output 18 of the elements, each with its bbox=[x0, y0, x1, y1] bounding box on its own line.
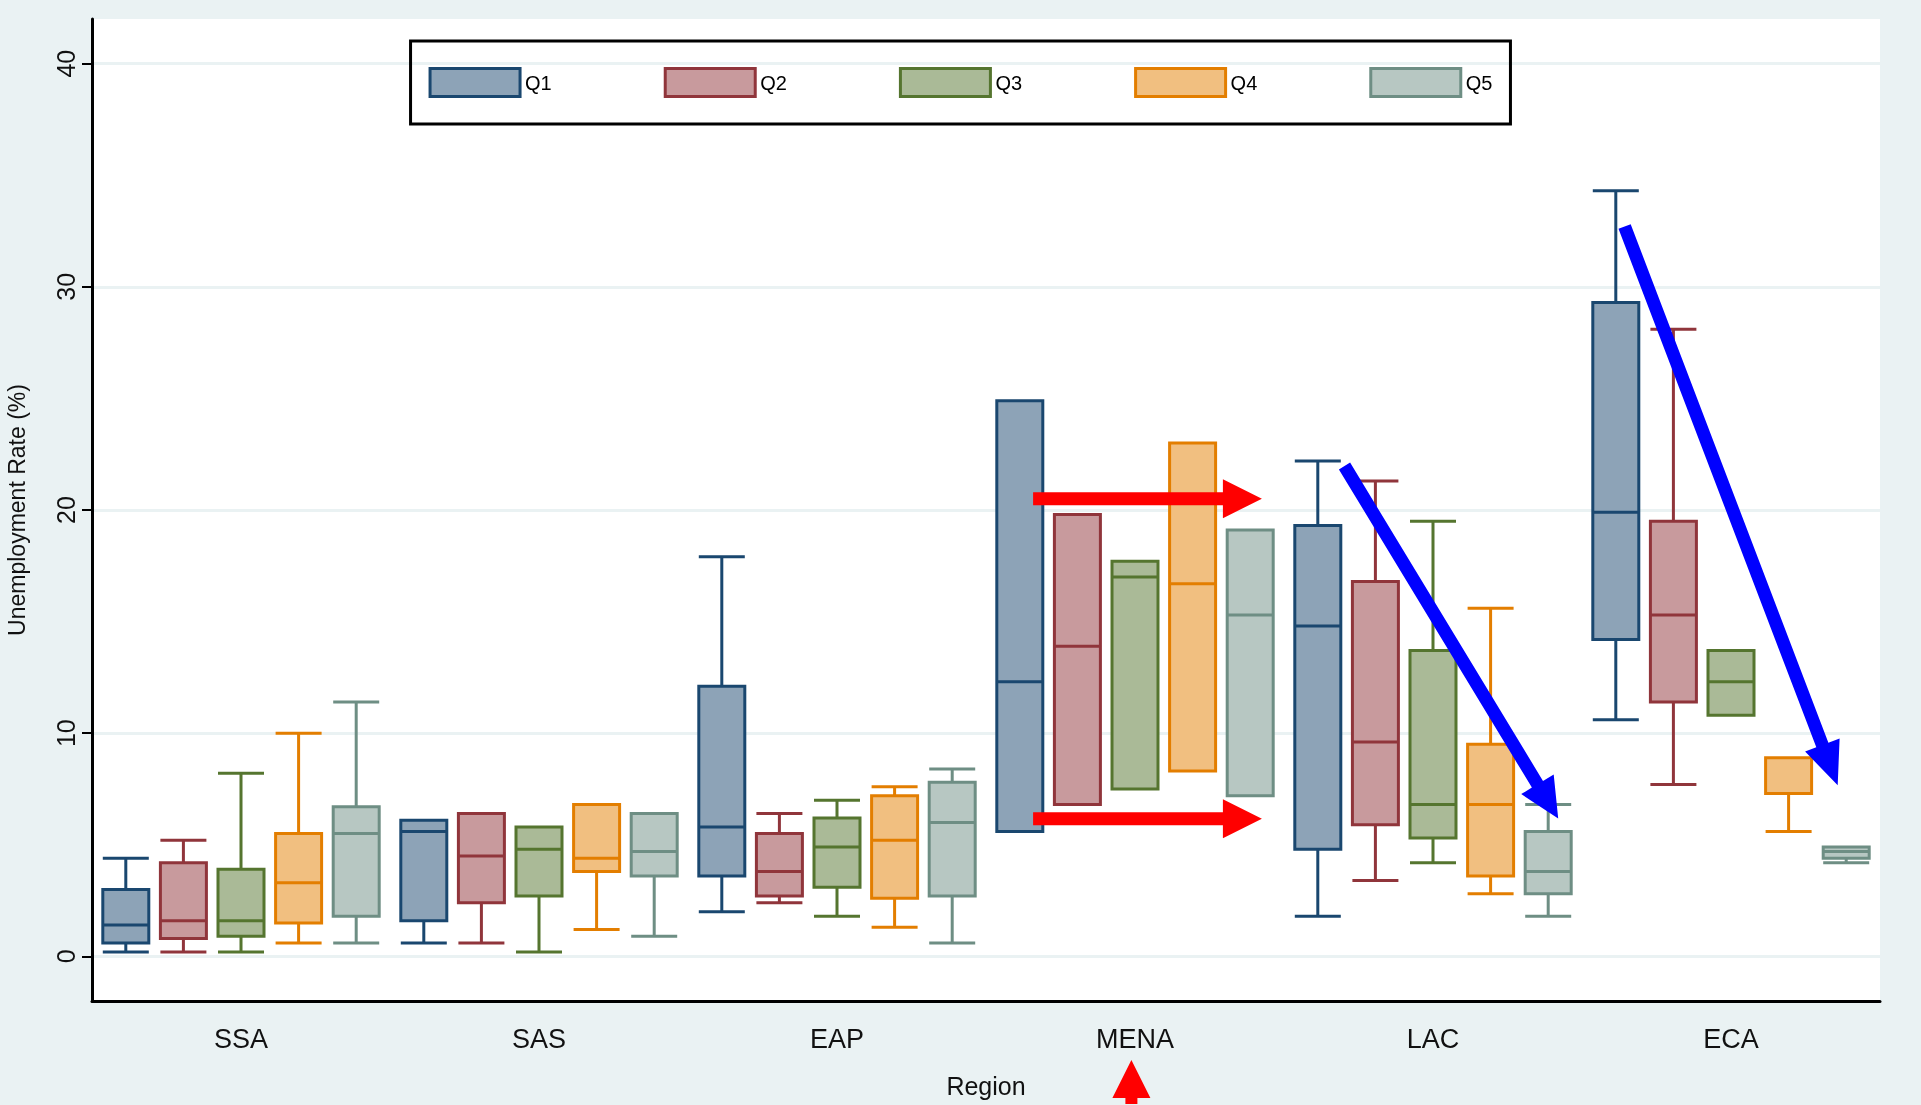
y-tick-label: 10 bbox=[51, 719, 80, 748]
x-tick-label: SAS bbox=[511, 1023, 567, 1054]
y-tick-label: 0 bbox=[51, 949, 80, 964]
legend-label: Q2 bbox=[760, 71, 787, 94]
x-tick-label: EAP bbox=[809, 1023, 865, 1054]
x-tick-label: SSA bbox=[213, 1023, 269, 1054]
x-axis-title: Region bbox=[946, 1071, 1026, 1100]
x-tick-label: ECA bbox=[1703, 1023, 1759, 1054]
y-tick-label: 40 bbox=[51, 49, 80, 78]
legend-label: Q1 bbox=[525, 71, 552, 94]
y-tick-label: 30 bbox=[51, 272, 80, 301]
legend-label: Q5 bbox=[1465, 71, 1493, 94]
x-tick-label: MENA bbox=[1095, 1023, 1175, 1054]
legend-label: Q3 bbox=[995, 71, 1023, 94]
x-tick-label: LAC bbox=[1406, 1023, 1460, 1054]
legend-label: Q4 bbox=[1230, 71, 1258, 94]
y-axis-title: Unemployment Rate (%) bbox=[3, 384, 30, 636]
y-tick-label: 20 bbox=[51, 496, 80, 524]
